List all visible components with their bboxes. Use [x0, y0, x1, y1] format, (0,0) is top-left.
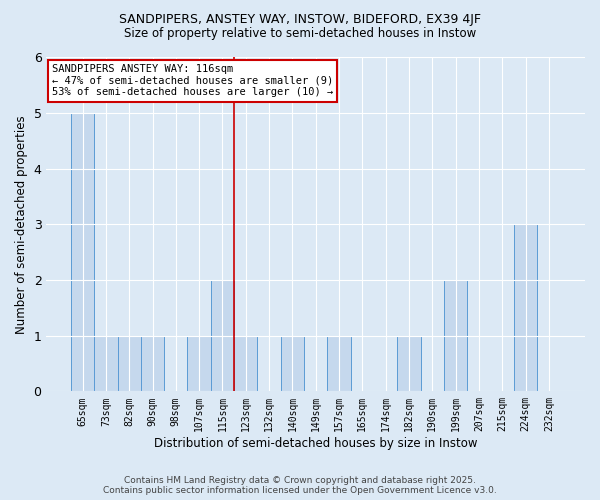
Text: Size of property relative to semi-detached houses in Instow: Size of property relative to semi-detach…	[124, 28, 476, 40]
Text: SANDPIPERS, ANSTEY WAY, INSTOW, BIDEFORD, EX39 4JF: SANDPIPERS, ANSTEY WAY, INSTOW, BIDEFORD…	[119, 12, 481, 26]
Bar	[328, 336, 350, 392]
Bar	[281, 336, 304, 392]
X-axis label: Distribution of semi-detached houses by size in Instow: Distribution of semi-detached houses by …	[154, 437, 478, 450]
Text: Contains HM Land Registry data © Crown copyright and database right 2025.
Contai: Contains HM Land Registry data © Crown c…	[103, 476, 497, 495]
Bar	[71, 113, 94, 392]
Bar	[234, 336, 257, 392]
Bar	[141, 336, 164, 392]
Y-axis label: Number of semi-detached properties: Number of semi-detached properties	[15, 115, 28, 334]
Bar	[94, 336, 118, 392]
Bar	[118, 336, 141, 392]
Bar	[514, 224, 537, 392]
Bar	[211, 280, 234, 392]
Bar	[444, 280, 467, 392]
Bar	[397, 336, 421, 392]
Text: SANDPIPERS ANSTEY WAY: 116sqm
← 47% of semi-detached houses are smaller (9)
53% : SANDPIPERS ANSTEY WAY: 116sqm ← 47% of s…	[52, 64, 333, 98]
Bar	[187, 336, 211, 392]
